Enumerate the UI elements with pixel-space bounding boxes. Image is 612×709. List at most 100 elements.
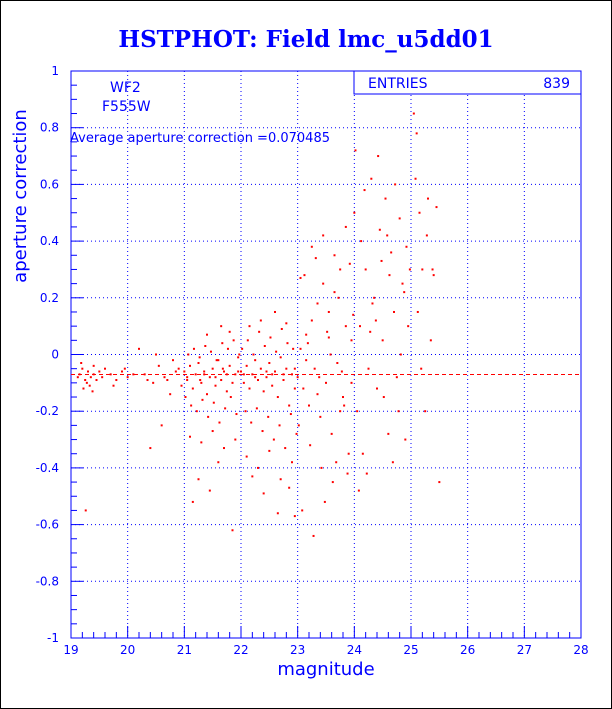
data-point	[265, 376, 268, 379]
data-point	[280, 327, 283, 330]
data-point	[427, 197, 429, 200]
data-point	[339, 268, 342, 271]
data-point	[386, 234, 389, 237]
data-point	[267, 415, 270, 418]
data-point	[291, 373, 293, 376]
data-point	[160, 424, 163, 427]
data-point	[95, 379, 98, 382]
data-point	[401, 282, 404, 285]
data-point	[284, 447, 287, 450]
data-point	[191, 387, 194, 390]
data-point	[331, 481, 334, 484]
data-point	[228, 330, 231, 333]
x-tick-label: 23	[290, 643, 305, 657]
y-tick-label: -1	[47, 631, 59, 645]
data-point	[412, 112, 415, 115]
data-point	[200, 381, 203, 384]
data-point	[337, 296, 340, 299]
data-point	[299, 347, 302, 350]
data-point	[360, 240, 363, 243]
data-point	[169, 393, 172, 396]
data-point	[152, 381, 155, 384]
data-point	[394, 183, 397, 186]
data-point	[195, 410, 198, 413]
data-point	[288, 404, 291, 407]
data-point	[271, 373, 274, 376]
data-point	[211, 367, 214, 370]
data-point	[157, 364, 160, 367]
data-point	[279, 356, 282, 359]
data-point	[244, 410, 247, 413]
data-point	[291, 461, 293, 464]
data-point	[268, 362, 271, 365]
data-point	[208, 376, 211, 379]
data-point	[208, 489, 211, 492]
data-point	[278, 424, 281, 427]
average-label: Average aperture correction =0.070485	[70, 131, 330, 146]
data-point	[98, 370, 101, 373]
data-point	[76, 376, 79, 379]
data-point	[336, 362, 339, 365]
data-point	[310, 245, 313, 248]
data-point	[189, 435, 191, 438]
data-point	[80, 362, 83, 365]
data-point	[285, 322, 288, 325]
data-point	[275, 350, 278, 353]
data-point	[308, 404, 310, 407]
data-point	[293, 387, 296, 390]
data-point	[211, 430, 214, 433]
data-point	[354, 149, 357, 152]
data-point	[262, 492, 265, 495]
data-point	[314, 257, 317, 260]
data-point	[302, 387, 305, 390]
data-point	[325, 381, 327, 384]
data-point	[424, 410, 427, 413]
data-point	[221, 342, 224, 345]
x-tick-label: 27	[517, 643, 532, 657]
data-point	[282, 379, 285, 382]
data-point	[246, 339, 249, 342]
x-tick-label: 25	[403, 643, 418, 657]
data-point	[326, 330, 329, 333]
data-point	[339, 410, 342, 413]
data-point	[313, 367, 316, 370]
data-point	[112, 384, 115, 387]
data-point	[186, 376, 189, 379]
data-point	[104, 367, 106, 370]
data-point	[229, 396, 232, 399]
data-point	[353, 211, 356, 214]
data-point	[272, 438, 275, 441]
entries-box	[353, 70, 582, 95]
data-point	[359, 325, 361, 328]
data-point	[364, 268, 367, 271]
data-point	[371, 302, 374, 305]
data-point	[391, 461, 394, 464]
camera-label: WF2	[110, 80, 141, 96]
data-point	[231, 529, 234, 532]
data-point	[316, 393, 319, 396]
data-point	[407, 325, 410, 328]
data-point	[183, 370, 186, 373]
data-point	[237, 370, 240, 373]
data-point	[382, 396, 385, 399]
data-point	[384, 197, 387, 200]
data-point	[303, 274, 306, 277]
data-point	[361, 452, 364, 455]
data-point	[305, 359, 308, 362]
data-point	[329, 353, 332, 356]
data-point	[252, 353, 255, 356]
data-point	[316, 302, 319, 305]
y-tick-label: -0.6	[36, 518, 59, 532]
filter-label: F555W	[102, 99, 151, 115]
data-point	[177, 367, 180, 370]
data-point	[257, 379, 259, 382]
data-point	[143, 373, 146, 376]
data-point	[225, 390, 228, 393]
y-tick-label: -0.8	[36, 574, 59, 588]
data-point	[293, 367, 296, 370]
y-tick-label: 0	[51, 348, 59, 362]
data-point	[425, 234, 428, 237]
data-point	[335, 461, 338, 464]
data-point	[421, 268, 424, 271]
x-axis-label: magnitude	[277, 659, 374, 680]
